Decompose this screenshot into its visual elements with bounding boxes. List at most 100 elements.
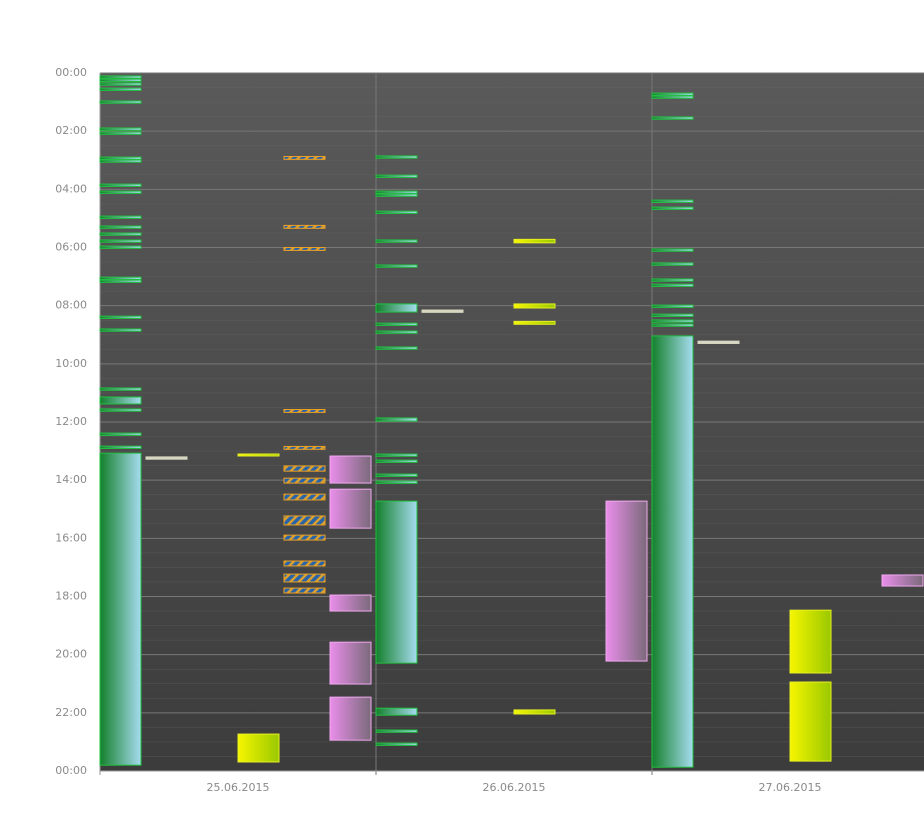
bar — [375, 264, 418, 268]
bar — [651, 313, 694, 317]
y-tick-label: 08:00 — [55, 299, 87, 312]
bar — [375, 210, 418, 214]
bar — [513, 320, 556, 325]
bar — [99, 276, 142, 280]
bar — [237, 733, 280, 763]
bar — [99, 127, 142, 131]
y-tick-label: 04:00 — [55, 182, 87, 195]
bar — [99, 387, 142, 391]
bar — [283, 408, 326, 413]
bar — [375, 330, 418, 334]
bar — [99, 245, 142, 249]
bar — [283, 247, 326, 251]
bar — [375, 473, 418, 477]
bar — [375, 322, 418, 326]
bar — [99, 100, 142, 104]
y-tick-label: 10:00 — [55, 357, 87, 370]
bar — [99, 215, 142, 219]
bar — [283, 587, 326, 594]
bar — [651, 319, 694, 323]
bar — [651, 262, 694, 266]
bar — [99, 78, 142, 82]
bar — [375, 346, 418, 350]
bar — [99, 75, 142, 79]
bar — [651, 206, 694, 210]
bar — [375, 453, 418, 457]
bar — [697, 340, 740, 344]
bar — [329, 696, 372, 741]
bar — [329, 594, 372, 612]
bar — [375, 155, 418, 159]
bar — [651, 199, 694, 203]
bar — [145, 456, 188, 460]
bar — [99, 408, 142, 412]
bar — [99, 156, 142, 160]
bar — [651, 335, 694, 768]
bar — [513, 709, 556, 715]
bar — [651, 304, 694, 308]
bar — [99, 315, 142, 319]
bar — [329, 455, 372, 484]
bar — [237, 453, 280, 457]
bar — [329, 488, 372, 529]
y-tick-label: 22:00 — [55, 706, 87, 719]
y-tick-label: 06:00 — [55, 241, 87, 254]
x-tick-label: 27.06.2015 — [759, 781, 822, 794]
bar — [283, 445, 326, 450]
y-tick-label: 18:00 — [55, 590, 87, 603]
bar — [651, 95, 694, 99]
bar — [99, 190, 142, 194]
bar — [99, 232, 142, 236]
bar — [283, 560, 326, 567]
bar — [99, 183, 142, 187]
bar — [375, 417, 418, 422]
y-tick-label: 20:00 — [55, 648, 87, 661]
bar — [99, 131, 142, 135]
bar — [283, 155, 326, 160]
bar — [375, 193, 418, 197]
bar — [99, 396, 142, 405]
y-tick-label: 12:00 — [55, 415, 87, 428]
bar — [651, 323, 694, 327]
bar — [99, 225, 142, 229]
bar — [605, 500, 648, 662]
bar — [99, 87, 142, 91]
bar — [283, 534, 326, 541]
bar — [329, 641, 372, 685]
bar — [513, 303, 556, 309]
bar — [99, 452, 142, 766]
x-tick-label: 25.06.2015 — [207, 781, 270, 794]
bar — [99, 328, 142, 332]
bar — [651, 278, 694, 282]
bar — [651, 92, 694, 96]
bar — [99, 82, 142, 86]
bar — [651, 248, 694, 252]
bar — [283, 573, 326, 583]
bar — [375, 742, 418, 746]
bar — [283, 477, 326, 484]
bar — [283, 465, 326, 472]
bar — [375, 707, 418, 716]
bar — [375, 239, 418, 243]
bar — [513, 238, 556, 244]
bar — [375, 459, 418, 463]
bar — [99, 279, 142, 283]
bar — [375, 174, 418, 178]
bar — [99, 239, 142, 243]
bar — [789, 681, 832, 762]
bar — [99, 159, 142, 163]
bar — [99, 445, 142, 449]
x-tick-label: 26.06.2015 — [483, 781, 546, 794]
bar — [375, 303, 418, 313]
y-tick-label: 16:00 — [55, 531, 87, 544]
bar — [375, 190, 418, 194]
bar — [375, 480, 418, 484]
y-tick-label: 14:00 — [55, 473, 87, 486]
bar — [651, 116, 694, 120]
bar — [375, 500, 418, 664]
bar — [881, 574, 924, 587]
y-tick-label: 00:00 — [55, 66, 87, 79]
bar — [283, 515, 326, 526]
y-tick-label: 02:00 — [55, 124, 87, 137]
